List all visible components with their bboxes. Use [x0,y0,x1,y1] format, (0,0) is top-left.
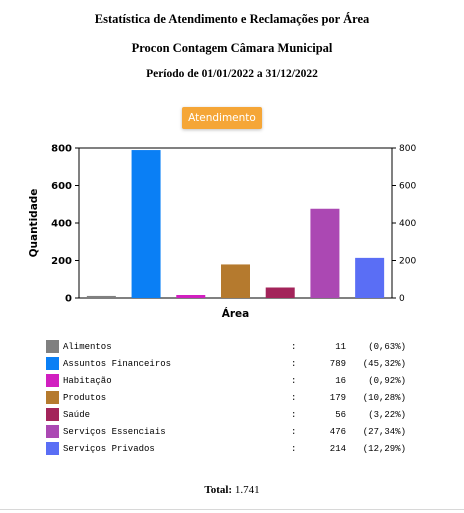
legend-value: 214 [329,444,346,454]
total-summary: Total: 1.741 [0,484,464,496]
legend-value: 16 [335,376,346,386]
legend-name: Serviços Privados [63,444,155,454]
legend-swatch [46,391,59,404]
legend-colon: : [291,342,297,352]
legend-row: Alimentos: 11 (0,63%) [46,339,416,356]
legend-colon: : [291,359,297,369]
legend-percent: (3,22%) [368,410,406,420]
legend-swatch [46,442,59,455]
bottom-divider [0,509,464,510]
y-tick-label-right: 400 [399,219,416,229]
legend-row: Assuntos Financeiros: 789 (45,32%) [46,356,416,373]
bar-7 [355,257,385,298]
report-title: Estatística de Atendimento e Reclamações… [94,12,370,26]
total-value: 1.741 [234,484,260,496]
y-tick-label-right: 800 [399,144,416,154]
legend-percent: (27,34%) [362,427,406,437]
bar-2 [131,150,161,298]
y-tick-label-right: 200 [399,257,416,267]
legend-colon: : [291,376,297,386]
legend-percent: (0,92%) [368,376,406,386]
legend-percent: (12,29%) [362,444,406,454]
bar-chart: 0 0 200 200 400 400 600 600 800 800 Área Quantidade [28,144,416,321]
legend: Alimentos: 11 (0,63%) Assuntos Financeiros:… [46,339,416,458]
bar-5 [265,287,295,298]
legend-name: Produtos [63,393,107,403]
y-tick-label-left: 400 [51,219,72,230]
bar-4 [221,264,250,298]
legend-colon: : [291,410,297,420]
y-tick-label-left: 600 [51,181,72,192]
report-subtitle: Procon Contagem Câmara Municipal [131,41,333,55]
legend-name: Alimentos [63,342,112,352]
legend-swatch [46,357,59,370]
legend-name: Habitação [63,376,112,386]
tab-atendimento[interactable]: Atendimento [182,107,262,129]
legend-value: 179 [329,393,346,403]
y-tick-label-left: 800 [51,144,72,155]
legend-value: 476 [329,427,346,437]
y-axis-title: Quantidade [28,189,40,258]
legend-swatch [46,408,59,421]
legend-value: 789 [329,359,346,369]
legend-row: Habitação: 16 (0,92%) [46,373,416,390]
legend-swatch [46,425,59,438]
legend-percent: (10,28%) [362,393,406,403]
total-label: Total: [204,484,233,496]
legend-name: Assuntos Financeiros [63,359,172,369]
legend-swatch [46,374,59,387]
legend-colon: : [291,444,297,454]
legend-value: 11 [335,342,346,352]
legend-value: 56 [335,410,346,420]
bar-1 [86,295,116,298]
legend-name: Serviços Essenciais [63,427,166,437]
legend-colon: : [291,393,297,403]
legend-row: Serviços Essenciais: 476 (27,34%) [46,424,416,441]
y-tick-label-right: 600 [399,182,416,192]
legend-percent: (0,63%) [368,342,406,352]
y-tick-label-left: 0 [65,294,72,305]
legend-name: Saúde [63,410,91,420]
legend-row: Produtos: 179 (10,28%) [46,390,416,407]
legend-percent: (45,32%) [362,359,406,369]
y-tick-label-right: 0 [399,294,405,304]
legend-colon: : [291,427,297,437]
legend-swatch [46,340,59,353]
bar-3 [176,295,206,298]
y-tick-label-left: 200 [51,256,72,267]
bar-6 [310,208,340,298]
x-axis-title: Área [222,307,250,320]
report-period: Período de 01/01/2022 a 31/12/2022 [146,68,318,80]
legend-row: Saúde: 56 (3,22%) [46,407,416,424]
legend-row: Serviços Privados: 214 (12,29%) [46,441,416,458]
